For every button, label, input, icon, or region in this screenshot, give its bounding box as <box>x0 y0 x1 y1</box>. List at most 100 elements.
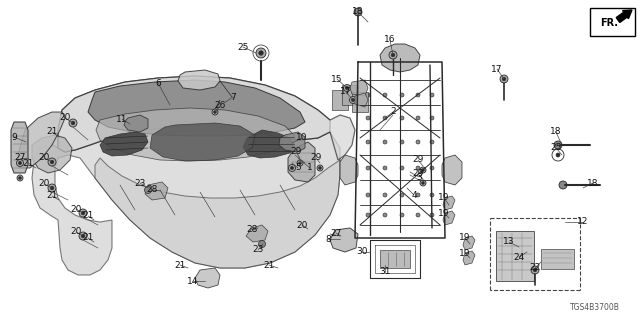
Text: 20: 20 <box>38 180 50 188</box>
Text: FR.: FR. <box>600 18 618 28</box>
Polygon shape <box>32 126 340 275</box>
Text: 2: 2 <box>390 108 396 116</box>
Circle shape <box>48 184 56 192</box>
Text: 28: 28 <box>147 186 157 195</box>
Text: 17: 17 <box>492 65 503 74</box>
Polygon shape <box>443 196 455 210</box>
Polygon shape <box>496 231 534 281</box>
Circle shape <box>559 181 567 189</box>
Circle shape <box>366 213 370 217</box>
Text: 18: 18 <box>550 127 562 137</box>
Polygon shape <box>58 76 330 152</box>
Polygon shape <box>150 123 255 161</box>
Text: 18: 18 <box>352 7 364 17</box>
Polygon shape <box>178 70 220 90</box>
Circle shape <box>317 165 323 171</box>
Circle shape <box>19 161 22 164</box>
Circle shape <box>366 93 370 97</box>
Polygon shape <box>463 251 475 265</box>
Circle shape <box>50 160 54 164</box>
Circle shape <box>366 116 370 120</box>
Polygon shape <box>11 122 28 173</box>
Text: 3: 3 <box>416 172 422 181</box>
Circle shape <box>430 193 434 197</box>
Circle shape <box>383 93 387 97</box>
Text: 6: 6 <box>155 78 161 87</box>
Polygon shape <box>96 108 295 161</box>
Circle shape <box>71 121 75 125</box>
Circle shape <box>416 140 420 144</box>
Circle shape <box>145 187 152 194</box>
Circle shape <box>291 166 294 170</box>
Circle shape <box>400 116 404 120</box>
Text: 29: 29 <box>412 156 424 164</box>
Circle shape <box>349 97 356 103</box>
Text: 27: 27 <box>330 228 342 237</box>
Text: 19: 19 <box>438 209 450 218</box>
Polygon shape <box>380 250 410 268</box>
Circle shape <box>416 213 420 217</box>
Text: 20: 20 <box>70 204 82 213</box>
Polygon shape <box>350 80 368 96</box>
Circle shape <box>400 213 404 217</box>
Polygon shape <box>288 142 315 182</box>
Circle shape <box>344 84 351 92</box>
Circle shape <box>416 166 420 170</box>
Circle shape <box>366 193 370 197</box>
Circle shape <box>420 180 426 186</box>
Text: 25: 25 <box>237 43 249 52</box>
Text: 21: 21 <box>263 260 275 269</box>
Circle shape <box>400 166 404 170</box>
Circle shape <box>422 169 424 171</box>
Text: 11: 11 <box>116 115 128 124</box>
Circle shape <box>502 77 506 81</box>
Polygon shape <box>352 92 368 112</box>
Polygon shape <box>342 85 358 105</box>
Circle shape <box>366 140 370 144</box>
Text: 4: 4 <box>411 190 417 199</box>
Circle shape <box>289 164 296 172</box>
Circle shape <box>256 48 266 58</box>
Circle shape <box>420 167 426 173</box>
Polygon shape <box>463 236 475 250</box>
Text: 25: 25 <box>550 143 562 153</box>
Circle shape <box>430 116 434 120</box>
Polygon shape <box>100 132 148 156</box>
Text: 24: 24 <box>513 252 525 261</box>
Text: 30: 30 <box>356 247 368 257</box>
Text: 29: 29 <box>412 170 424 179</box>
Circle shape <box>19 177 21 179</box>
Circle shape <box>346 86 349 90</box>
Polygon shape <box>145 182 168 200</box>
Text: 26: 26 <box>214 101 226 110</box>
Text: 27: 27 <box>14 154 26 163</box>
Text: 16: 16 <box>384 36 396 44</box>
Circle shape <box>556 153 560 157</box>
Polygon shape <box>58 76 355 160</box>
Text: 20: 20 <box>70 228 82 236</box>
Text: 14: 14 <box>188 276 198 285</box>
Text: 22: 22 <box>529 263 541 273</box>
Circle shape <box>531 266 539 274</box>
Circle shape <box>354 8 362 16</box>
Circle shape <box>212 109 218 115</box>
Circle shape <box>69 119 77 127</box>
Circle shape <box>79 232 87 240</box>
Polygon shape <box>355 93 368 107</box>
Polygon shape <box>330 228 358 252</box>
Text: 8: 8 <box>325 235 331 244</box>
Circle shape <box>416 93 420 97</box>
Bar <box>590 8 635 36</box>
Text: 19: 19 <box>460 234 471 243</box>
Circle shape <box>422 182 424 184</box>
Text: 15: 15 <box>332 75 343 84</box>
Text: 13: 13 <box>503 237 515 246</box>
Text: 31: 31 <box>380 268 391 276</box>
Circle shape <box>81 211 85 215</box>
Circle shape <box>81 234 85 238</box>
Polygon shape <box>380 44 420 72</box>
Text: 10: 10 <box>296 133 308 142</box>
Text: 29: 29 <box>310 154 322 163</box>
Text: 21: 21 <box>174 260 186 269</box>
Circle shape <box>299 162 301 164</box>
